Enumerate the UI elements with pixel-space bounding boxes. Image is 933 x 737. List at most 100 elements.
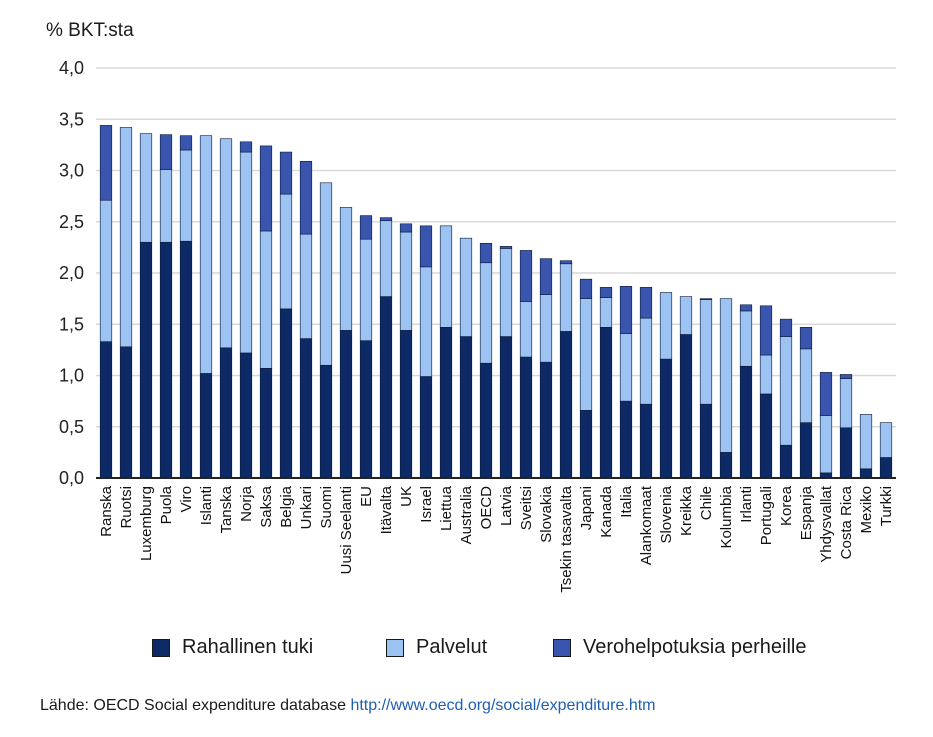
x-tick-label: Puola	[158, 485, 175, 524]
x-tick-label: Latvia	[498, 485, 515, 526]
bar-segment	[519, 356, 533, 479]
legend-item-tax: Verohelpotuksia perheille	[553, 636, 807, 659]
source-text: Lähde: OECD Social expenditure database	[40, 697, 346, 714]
bar-segment	[139, 133, 153, 243]
x-tick-label: UK	[398, 486, 415, 507]
x-tick-label: Ranska	[98, 485, 115, 537]
x-tick-label: Slovakia	[538, 485, 555, 542]
bar-segment	[839, 374, 853, 379]
bar-segment	[839, 378, 853, 429]
bar-segment	[579, 410, 593, 479]
x-tick-label: Japani	[578, 486, 595, 530]
bar-segment	[779, 444, 793, 479]
x-tick-label: Italia	[618, 485, 635, 517]
bar-segment	[179, 240, 193, 479]
legend-label-cash: Rahallinen tuki	[182, 636, 314, 658]
bar-segment	[399, 330, 413, 479]
bar-segment	[219, 347, 233, 479]
x-tick-label: Kreikka	[678, 485, 695, 536]
bar-segment	[659, 292, 673, 360]
bar-segment	[439, 225, 453, 328]
x-tick-label: Costa Rica	[838, 485, 855, 559]
bar-segment	[579, 278, 593, 299]
bar-segment	[379, 220, 393, 297]
x-tick-label: Luxemburg	[138, 486, 155, 561]
bar-segment	[879, 457, 893, 479]
bar-segment	[699, 403, 713, 479]
y-tick-label: 1,0	[59, 366, 84, 386]
legend-item-cash: Rahallinen tuki	[152, 636, 313, 659]
x-tick-label: Israel	[418, 486, 435, 523]
bar-segment	[759, 393, 773, 479]
x-tick-label: Mexiko	[858, 486, 875, 534]
bar-segment	[859, 468, 873, 479]
bar-segment	[299, 160, 313, 235]
bar-segment	[619, 400, 633, 479]
bar-segment	[399, 223, 413, 233]
legend: Rahallinen tuki Palvelut Verohelpotuksia…	[0, 636, 933, 664]
bar-segment	[659, 358, 673, 479]
x-tick-label: Espanja	[798, 485, 815, 540]
y-tick-label: 4,0	[59, 58, 84, 78]
x-tick-label: Chile	[698, 486, 715, 520]
y-tick-label: 3,0	[59, 161, 84, 181]
bar-segment	[539, 361, 553, 479]
bar-segment	[739, 365, 753, 479]
bar-segment	[159, 169, 173, 243]
x-tick-label: Sveitsi	[518, 486, 535, 530]
bar-segment	[259, 368, 273, 479]
bar-segment	[479, 362, 493, 479]
bar-segment	[719, 452, 733, 479]
bar-segment	[419, 225, 433, 268]
bar-segment	[699, 299, 713, 405]
bar-segment	[119, 346, 133, 479]
legend-swatch-cash	[152, 638, 170, 657]
y-axis-unit-label: % BKT:sta	[46, 20, 134, 41]
bar-segment	[719, 298, 733, 453]
bar-segment	[519, 301, 533, 358]
x-tick-label: Turkki	[878, 486, 895, 526]
x-tick-label: Ruotsi	[118, 486, 135, 529]
bar-segment	[779, 318, 793, 337]
bar-segment	[799, 327, 813, 350]
bar-segment	[279, 308, 293, 479]
bar-segment	[239, 151, 253, 354]
bar-segment	[359, 238, 373, 341]
bar-segment	[279, 151, 293, 195]
x-tick-label: Viro	[178, 486, 195, 512]
bar-segment	[439, 327, 453, 479]
legend-label-services: Palvelut	[416, 636, 488, 658]
x-tick-label: OECD	[478, 486, 495, 530]
source-note: Lähde: OECD Social expenditure database …	[40, 697, 655, 715]
bar-segment	[679, 334, 693, 479]
x-tick-label: Islanti	[198, 486, 215, 525]
x-tick-label: Saksa	[258, 485, 275, 527]
bar-segment	[99, 125, 113, 201]
bar-segment	[499, 246, 513, 249]
y-tick-label: 0,5	[59, 417, 84, 437]
bar-segment	[499, 248, 513, 337]
bar-segment	[539, 294, 553, 363]
x-tick-label: Itävalta	[378, 485, 395, 534]
bar-segment	[159, 241, 173, 479]
x-tick-label: Slovenia	[658, 485, 675, 543]
bar-segment	[619, 286, 633, 334]
bar-segment	[199, 373, 213, 479]
bar-segment	[839, 427, 853, 479]
bar-segment	[599, 327, 613, 479]
x-tick-label: Irlanti	[738, 486, 755, 523]
bar-segment	[739, 310, 753, 367]
source-link[interactable]: http://www.oecd.org/social/expenditure.h…	[350, 697, 656, 714]
bar-segment	[599, 287, 613, 298]
bar-segment	[599, 297, 613, 328]
bar-segment	[99, 199, 113, 342]
bar-segment	[799, 348, 813, 423]
bar-segment	[779, 336, 793, 446]
bar-segment	[379, 217, 393, 222]
bar-segment	[639, 403, 653, 479]
x-tick-label: Portugali	[758, 486, 775, 545]
bar-segment	[819, 372, 833, 416]
bar-segment	[759, 305, 773, 356]
x-tick-label: Australia	[458, 485, 475, 544]
x-tick-label: Tsekin tasavalta	[558, 485, 575, 592]
